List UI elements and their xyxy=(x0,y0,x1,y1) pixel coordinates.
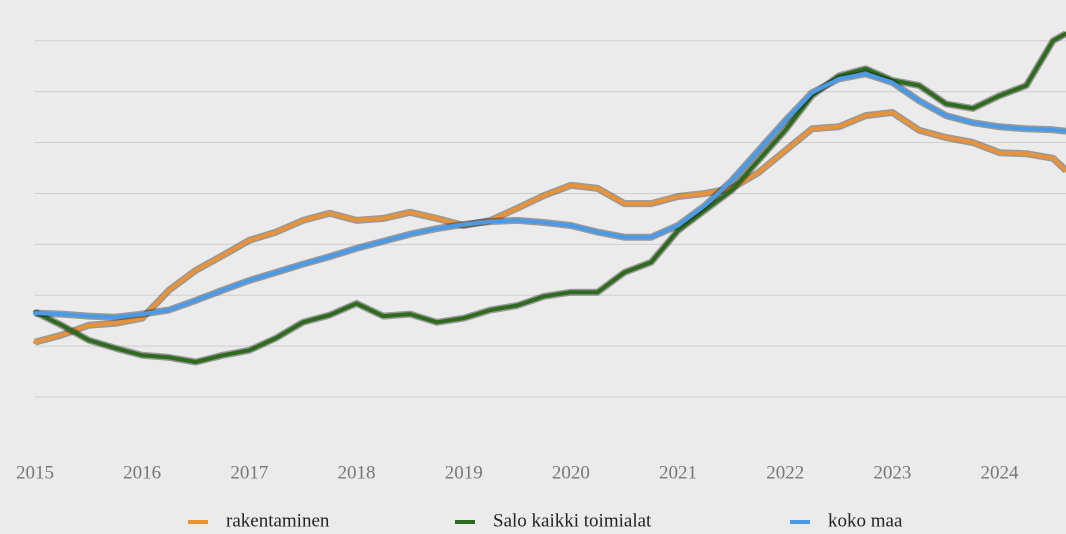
x-tick-label: 2018 xyxy=(338,462,376,483)
x-tick-label: 2020 xyxy=(552,462,590,483)
x-tick-label: 2017 xyxy=(230,462,268,483)
x-tick-label: 2021 xyxy=(659,462,697,483)
legend-label: Salo kaikki toimialat xyxy=(493,510,652,531)
series-line xyxy=(33,31,1066,364)
legend-label: koko maa xyxy=(828,510,903,531)
x-tick-label: 2024 xyxy=(981,462,1020,483)
x-axis: 2015 2016 2017 2018 2019 2020 2021 2022 2023 2024 xyxy=(16,462,1019,483)
x-tick-label: 2016 xyxy=(123,462,161,483)
x-tick-label: 2019 xyxy=(445,462,483,483)
legend: rakentaminen Salo kaikki toimialat koko ma… xyxy=(188,510,903,531)
x-tick-label: 2015 xyxy=(16,462,54,483)
lines xyxy=(33,30,1066,366)
series-line xyxy=(33,71,1066,320)
series-line xyxy=(33,110,1066,345)
x-tick-label: 2022 xyxy=(766,462,804,483)
legend-label: rakentaminen xyxy=(226,510,330,531)
x-tick-label: 2023 xyxy=(873,462,911,483)
